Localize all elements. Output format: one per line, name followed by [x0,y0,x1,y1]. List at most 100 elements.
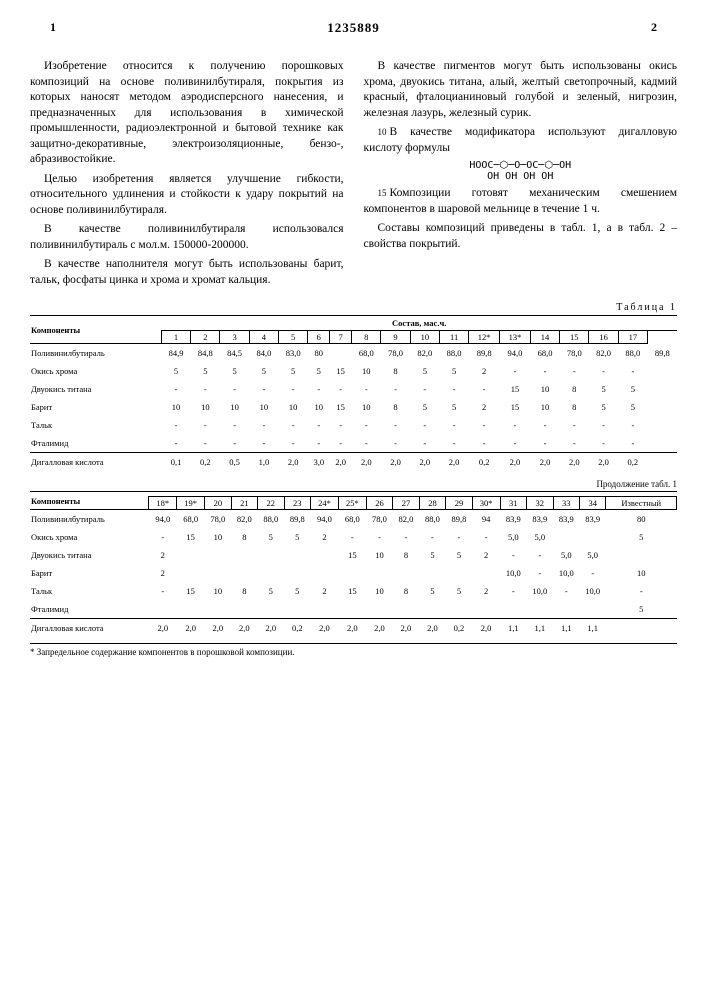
cell [553,600,579,619]
cell: 78,0 [381,344,410,363]
cell: 2 [469,362,500,380]
cell: 2,0 [419,619,445,638]
cell: 10 [530,380,559,398]
row-name: Поливинилбутираль [30,510,149,529]
cell: - [366,528,392,546]
cell: - [589,434,618,453]
col-num: Известный [606,497,677,510]
cell: 89,8 [469,344,500,363]
footnote: * Запредельное содержание компонентов в … [30,643,677,657]
cell: 5 [618,398,647,416]
cell: - [191,416,220,434]
cell [284,564,310,582]
cell: - [530,434,559,453]
cell: 94,0 [311,510,339,529]
cell: 94,0 [149,510,177,529]
cell: - [500,362,531,380]
cell: 5 [606,528,677,546]
cell: - [589,416,618,434]
cell: 2 [149,546,177,564]
cell: 5 [308,362,330,380]
cell [149,600,177,619]
cell: - [220,416,249,434]
cell: - [472,528,500,546]
para: Целью изобретения является улучшение гиб… [30,172,344,219]
cell: 84,0 [249,344,278,363]
cell: 83,9 [553,510,579,529]
cell [580,528,606,546]
cell: 8 [393,582,419,600]
cell: - [618,416,647,434]
cell: 10 [606,564,677,582]
cell: 80 [606,510,677,529]
col-num: 28 [419,497,445,510]
cell: - [560,362,589,380]
cell [311,564,339,582]
para: Изобретение относится к получению порошк… [30,59,344,168]
text: Композиции готовят механическим смешение… [364,187,678,215]
cell: 10,0 [553,564,579,582]
col-num: 7 [330,331,352,344]
row-name: Тальк [30,582,149,600]
cell: 83,0 [279,344,308,363]
col-num: 11 [439,331,468,344]
cell: 8 [560,398,589,416]
col-num: 15 [560,331,589,344]
cell: - [279,416,308,434]
cell [419,600,445,619]
cell: - [308,380,330,398]
col-num: 19* [177,497,205,510]
cell: 5 [284,528,310,546]
cell: 2,0 [330,453,352,472]
cell: 8 [381,362,410,380]
cell: 68,0 [530,344,559,363]
cell: 1,0 [249,453,278,472]
left-column: Изобретение относится к получению порошк… [30,59,344,292]
col-num: 8 [352,331,381,344]
col-num: 22 [258,497,284,510]
cell: 1,1 [500,619,526,638]
cell: 0,2 [618,453,647,472]
cell [446,564,472,582]
col-num: 24* [311,497,339,510]
cell: - [530,416,559,434]
cell: 10 [220,398,249,416]
cell: - [149,582,177,600]
cell [393,600,419,619]
cell: 5 [284,582,310,600]
cell [338,600,366,619]
col-num: 29 [446,497,472,510]
row-name: Дигалловая кислота [30,619,149,638]
col-num: 16 [589,331,618,344]
col-num: 5 [279,331,308,344]
cell: 5 [419,546,445,564]
para: Составы композиций приведены в табл. 1, … [364,221,678,252]
cell: - [149,528,177,546]
cell: 5,0 [580,546,606,564]
col-num: 23 [284,497,310,510]
col-num-right: 2 [651,20,657,51]
cell: 2,0 [149,619,177,638]
cell: 5,0 [553,546,579,564]
cell: - [308,416,330,434]
cell: 80 [308,344,330,363]
formula-line: HOOC─⬡─O─OC─⬡─OH [364,160,678,171]
cell: 15 [177,582,205,600]
cell: 82,0 [393,510,419,529]
hdr-comp: Компоненты [30,316,161,344]
cell: 15 [330,398,352,416]
cell: 1,1 [527,619,553,638]
cell [258,600,284,619]
cell: - [606,582,677,600]
col-num: 34 [580,497,606,510]
cell: 2,0 [177,619,205,638]
cell: 10 [249,398,278,416]
col-num: 12* [469,331,500,344]
cell [472,600,500,619]
cell: - [352,416,381,434]
line-num: 15 [378,188,387,198]
cell: 83,9 [580,510,606,529]
cell: 5 [439,362,468,380]
cell: 2 [149,564,177,582]
row-name: Поливинилбутираль [30,344,161,363]
